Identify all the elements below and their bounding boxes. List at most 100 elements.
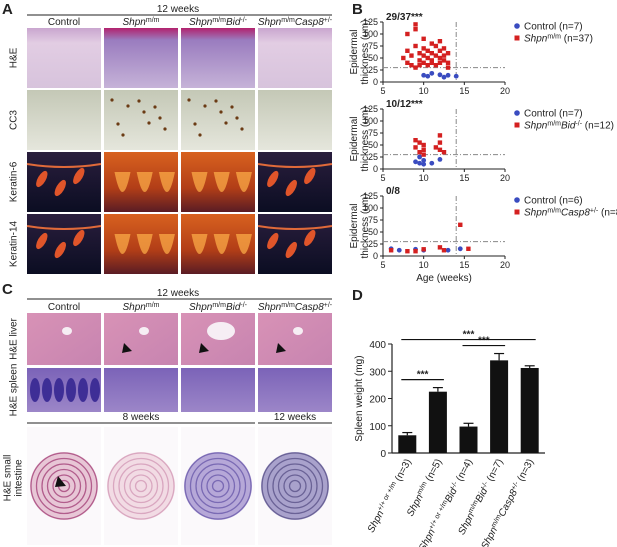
- point: [433, 63, 439, 68]
- intestine-ring: [107, 452, 175, 520]
- y-tick-label: 25: [368, 239, 378, 249]
- x-tick-label: 20: [500, 260, 510, 270]
- cc3-cell: [219, 110, 223, 114]
- epidermis-line: [26, 225, 102, 230]
- point: [445, 51, 451, 56]
- point: [429, 58, 434, 63]
- point: [417, 63, 422, 68]
- legend-marker: [514, 35, 520, 41]
- rete-ridge: [114, 234, 131, 254]
- micrograph: [104, 368, 178, 412]
- point: [421, 142, 426, 148]
- category-label-part: Shpn: [366, 509, 387, 535]
- cc3-cell: [121, 133, 125, 137]
- point: [441, 150, 447, 155]
- column-header: Control: [48, 17, 80, 28]
- y-tick-label: 25: [368, 152, 378, 162]
- category-label-part: Bid: [474, 486, 491, 504]
- y-axis-label: Spleen weight (mg): [354, 355, 365, 441]
- cc3-cell: [126, 104, 130, 108]
- intestine-ring: [35, 457, 93, 515]
- point: [401, 55, 406, 61]
- rete-ridge: [213, 234, 230, 254]
- cc3-cell: [230, 105, 234, 109]
- y-tick-label: 400: [369, 340, 386, 351]
- cc3-cell: [110, 98, 114, 102]
- vessel: [62, 327, 72, 335]
- legend-marker: [514, 23, 520, 29]
- column-header-part: m/m: [146, 17, 160, 24]
- category-label-part: Bid: [443, 486, 460, 504]
- follicle: [90, 378, 100, 402]
- column-header-part: -/-: [240, 302, 247, 309]
- column-header: Control: [48, 302, 80, 313]
- column-header: Shpnm/m: [123, 17, 160, 29]
- y-tick-label: 0: [373, 77, 378, 87]
- legend-marker: [514, 122, 520, 128]
- legend-label-part: Control (n=7): [524, 109, 583, 120]
- point: [409, 63, 414, 68]
- column-header-part: m/m: [212, 17, 226, 24]
- y-tick-label: 100: [363, 203, 378, 213]
- column-header-part: m/m: [281, 302, 295, 309]
- intestine-ring: [30, 452, 98, 520]
- epidermis-line: [257, 163, 333, 168]
- point: [421, 157, 427, 163]
- cc3-cell: [163, 127, 167, 131]
- point: [413, 249, 418, 254]
- follicle: [73, 229, 85, 247]
- follicle: [30, 378, 40, 402]
- micrograph: [181, 90, 255, 150]
- point: [425, 73, 431, 79]
- point: [429, 41, 434, 46]
- point: [441, 53, 447, 58]
- intestine-ring: [206, 474, 230, 498]
- y-tick-label: 75: [368, 128, 378, 138]
- column-header-part: Shpn: [123, 17, 147, 28]
- y-tick-label: 125: [363, 17, 378, 27]
- point: [413, 27, 418, 32]
- rete-ridge: [158, 234, 175, 254]
- micrograph: [258, 28, 332, 88]
- x-tick-label: 15: [459, 173, 469, 183]
- column-header-part: Casp8: [295, 17, 324, 28]
- y-tick-label: 0: [380, 449, 386, 460]
- legend-label-part: m/m: [547, 120, 561, 127]
- legend-label-part: Control (n=6): [524, 196, 583, 207]
- bar: [490, 360, 509, 453]
- legend-label-part: (n=8): [598, 208, 617, 219]
- micrograph: [258, 90, 332, 150]
- panel-label: D: [352, 287, 363, 304]
- intestine-ring: [52, 474, 76, 498]
- point: [413, 65, 418, 70]
- point: [437, 55, 443, 61]
- point: [413, 138, 418, 143]
- legend-marker: [514, 197, 520, 203]
- legend-label-part: (n=37): [561, 34, 593, 45]
- point: [417, 150, 422, 155]
- cc3-cell: [137, 99, 141, 103]
- intestine-ring: [134, 479, 148, 493]
- cc3-cell: [153, 105, 157, 109]
- micrograph: [27, 313, 101, 365]
- point: [441, 46, 447, 51]
- intestine-ring: [184, 452, 252, 520]
- intestine-roll: [107, 452, 175, 520]
- point: [441, 74, 447, 80]
- follicle: [285, 241, 297, 259]
- point: [417, 140, 422, 145]
- column-header-part: Shpn: [258, 302, 282, 313]
- point: [437, 245, 443, 250]
- point: [437, 60, 443, 65]
- intestine-ring: [272, 463, 318, 509]
- follicle: [66, 378, 76, 402]
- follicle: [54, 241, 66, 259]
- point: [421, 161, 427, 167]
- arrowhead: [276, 343, 286, 353]
- significance-label: ***: [417, 370, 429, 381]
- y-tick-label: 125: [363, 191, 378, 201]
- cc3-cell: [235, 116, 239, 120]
- row-label: H&E: [9, 47, 20, 68]
- follicle: [267, 232, 279, 250]
- rete-ridge: [136, 172, 153, 192]
